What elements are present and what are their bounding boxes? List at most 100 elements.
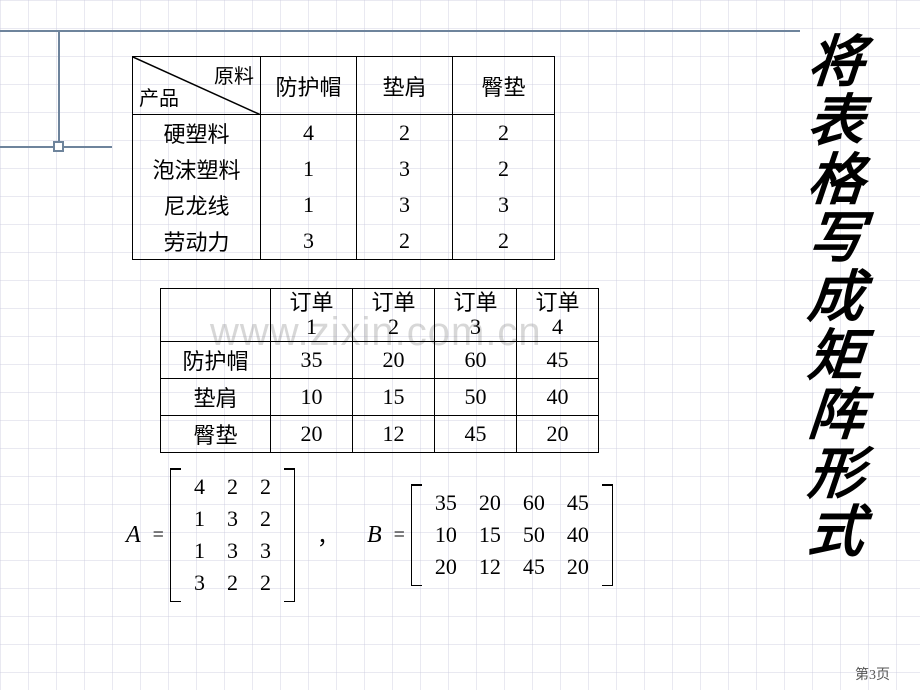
matrix-b-label: B	[367, 522, 382, 549]
cell: 3	[260, 538, 271, 564]
deco-square	[53, 141, 64, 152]
bracket-left-icon	[170, 468, 184, 602]
matrix-b: 35206045 10155040 20124520	[411, 484, 613, 586]
cell: 20	[567, 554, 589, 580]
cell: 2	[227, 570, 238, 596]
matrix-a: 422 132 133 322	[170, 468, 295, 602]
cell: 3	[453, 187, 555, 223]
cell: 4	[194, 474, 205, 500]
table1-header-bottom: 产品	[139, 82, 179, 111]
cell: 2	[227, 474, 238, 500]
cell: 10	[435, 522, 457, 548]
table-row: 臀垫 20 12 45 20	[161, 416, 599, 453]
cell: 3	[357, 187, 453, 223]
cell: 45	[523, 554, 545, 580]
cell: 2	[357, 115, 453, 152]
table2-col-header: 订单3	[435, 289, 517, 342]
row-label: 防护帽	[161, 342, 271, 379]
table-materials: 原料 产品 防护帽 垫肩 臀垫 硬塑料 4 2 2 泡沫塑料 1 3 2 尼龙线…	[132, 56, 555, 260]
cell: 4	[261, 115, 357, 152]
cell: 50	[435, 379, 517, 416]
matrix-a-label: A	[126, 522, 141, 549]
cell: 60	[523, 490, 545, 516]
table2-col-header: 订单2	[353, 289, 435, 342]
cell: 40	[567, 522, 589, 548]
cell: 2	[260, 570, 271, 596]
table1-col-header: 垫肩	[357, 57, 453, 115]
page-number: 第3页	[855, 664, 890, 684]
cell: 2	[453, 151, 555, 187]
table2-col-header: 订单1	[271, 289, 353, 342]
cell: 2	[260, 474, 271, 500]
matrix-equations: A = 422 132 133 322 ， B = 35206045 10155…	[120, 468, 613, 602]
row-label: 垫肩	[161, 379, 271, 416]
title-char: 矩	[805, 328, 866, 387]
cell: 60	[435, 342, 517, 379]
cell: 35	[435, 490, 457, 516]
table2-col-header: 订单4	[517, 289, 599, 342]
row-label: 劳动力	[133, 223, 261, 260]
title-char: 将	[805, 34, 866, 93]
title-char: 成	[805, 269, 866, 328]
deco-line-v	[58, 30, 60, 146]
cell: 40	[517, 379, 599, 416]
deco-line-h2	[0, 30, 800, 32]
cell: 12	[353, 416, 435, 453]
cell: 12	[479, 554, 501, 580]
cell: 2	[453, 115, 555, 152]
title-char: 格	[805, 152, 866, 211]
cell: 1	[194, 538, 205, 564]
table-row: 泡沫塑料 1 3 2	[133, 151, 555, 187]
cell: 3	[357, 151, 453, 187]
cell: 3	[227, 506, 238, 532]
cell: 1	[261, 187, 357, 223]
table-row: 垫肩 10 15 50 40	[161, 379, 599, 416]
cell: 2	[260, 506, 271, 532]
cell: 3	[227, 538, 238, 564]
cell: 35	[271, 342, 353, 379]
title-char: 阵	[805, 387, 866, 446]
table-row: 防护帽 35 20 60 45	[161, 342, 599, 379]
cell: 20	[353, 342, 435, 379]
table-row: 硬塑料 4 2 2	[133, 115, 555, 152]
cell: 2	[453, 223, 555, 260]
cell: 10	[271, 379, 353, 416]
cell: 45	[435, 416, 517, 453]
matrix-b-grid: 35206045 10155040 20124520	[427, 484, 597, 586]
equals-sign: =	[153, 524, 164, 547]
table-row: 劳动力 3 2 2	[133, 223, 555, 260]
bracket-right-icon	[281, 468, 295, 602]
cell: 20	[479, 490, 501, 516]
cell: 20	[271, 416, 353, 453]
cell: 15	[479, 522, 501, 548]
matrix-a-grid: 422 132 133 322	[186, 468, 279, 602]
table1-diag-header: 原料 产品	[133, 57, 261, 115]
comma: ，	[317, 519, 339, 551]
cell: 3	[194, 570, 205, 596]
cell: 50	[523, 522, 545, 548]
bracket-left-icon	[411, 484, 425, 586]
cell: 1	[194, 506, 205, 532]
cell: 20	[435, 554, 457, 580]
row-label: 尼龙线	[133, 187, 261, 223]
equals-sign: =	[394, 524, 405, 547]
bracket-right-icon	[599, 484, 613, 586]
table1-col-header: 防护帽	[261, 57, 357, 115]
table2-corner	[161, 289, 271, 342]
title-char: 式	[805, 504, 866, 563]
table1-header-top: 原料	[214, 60, 254, 89]
table1-col-header: 臀垫	[453, 57, 555, 115]
cell: 15	[353, 379, 435, 416]
cell: 1	[261, 151, 357, 187]
table-orders: 订单1 订单2 订单3 订单4 防护帽 35 20 60 45 垫肩 10 15…	[160, 288, 599, 453]
cell: 3	[261, 223, 357, 260]
row-label: 泡沫塑料	[133, 151, 261, 187]
cell: 2	[357, 223, 453, 260]
page-title-vertical: 将 表 格 写 成 矩 阵 形 式	[802, 34, 870, 563]
cell: 45	[517, 342, 599, 379]
row-label: 硬塑料	[133, 115, 261, 152]
title-char: 形	[805, 446, 866, 505]
cell: 20	[517, 416, 599, 453]
table-row: 尼龙线 1 3 3	[133, 187, 555, 223]
title-char: 表	[805, 93, 866, 152]
